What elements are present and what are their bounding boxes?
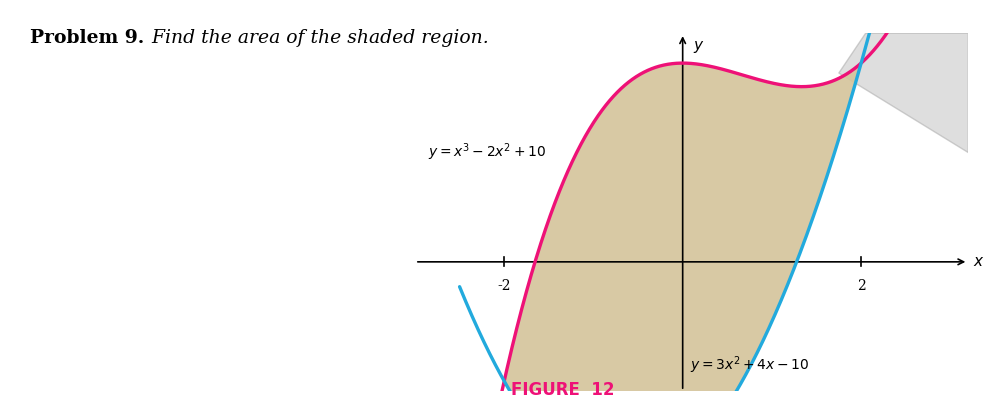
Text: $x$: $x$ (973, 255, 984, 269)
Text: $y = 3x^2 + 4x - 10$: $y = 3x^2 + 4x - 10$ (690, 354, 809, 376)
Text: $y$: $y$ (694, 39, 705, 55)
Text: $y = x^3 - 2x^2 + 10$: $y = x^3 - 2x^2 + 10$ (429, 142, 546, 163)
Text: FIGURE  12: FIGURE 12 (512, 381, 615, 399)
Polygon shape (839, 33, 968, 153)
Text: Find the area of the shaded region.: Find the area of the shaded region. (146, 29, 489, 47)
Text: 2: 2 (857, 279, 865, 293)
Text: Problem 9.: Problem 9. (30, 29, 144, 47)
Text: -2: -2 (497, 279, 511, 293)
